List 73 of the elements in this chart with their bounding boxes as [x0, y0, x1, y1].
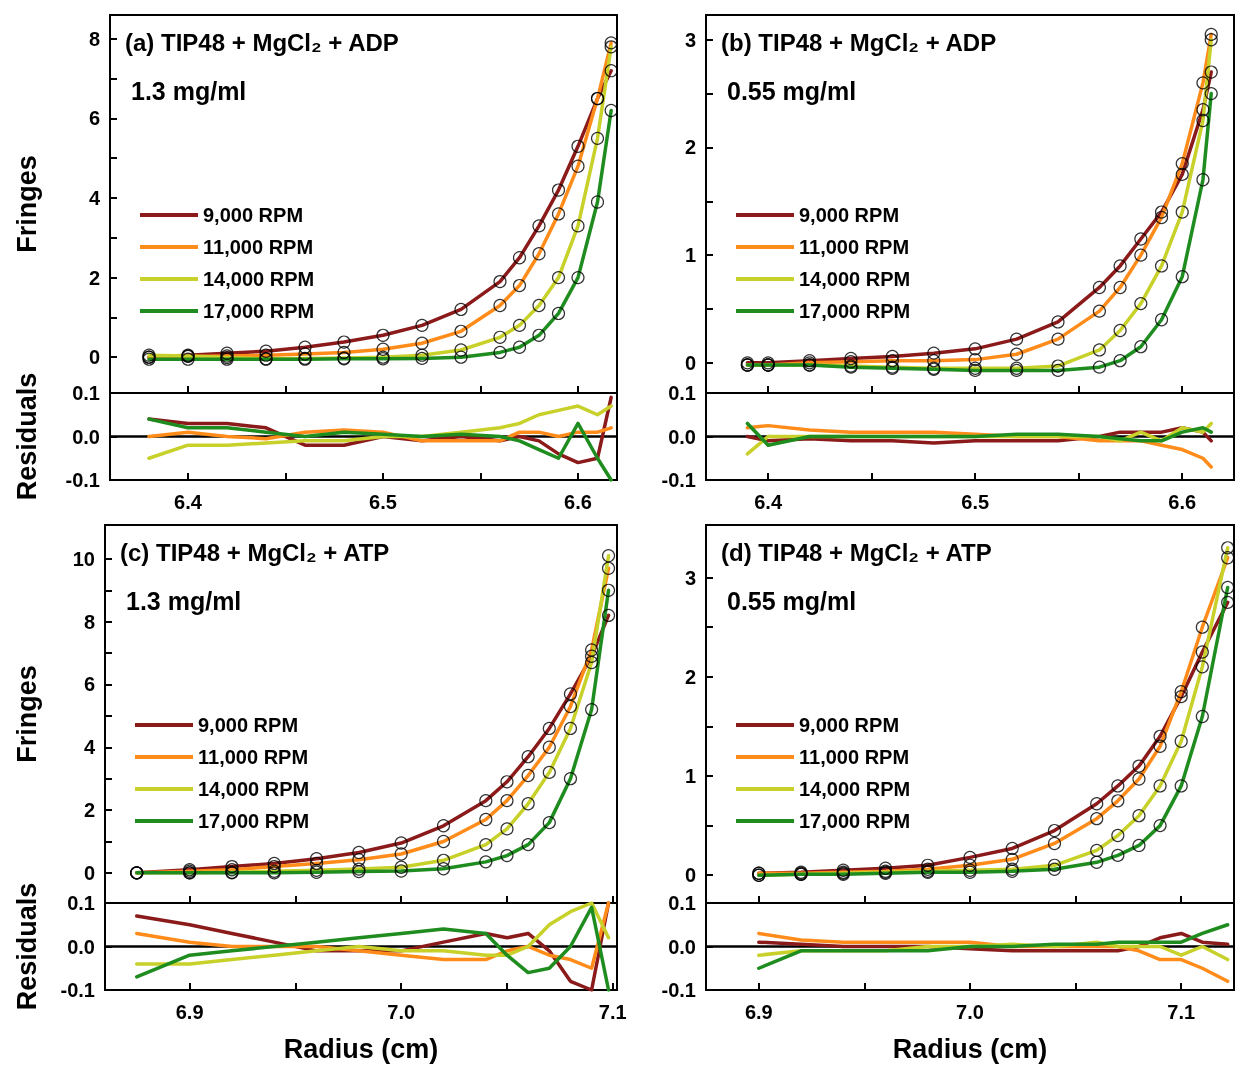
y-tick-label: -0.1 [661, 979, 696, 1001]
y-axis-title: Residuals [11, 372, 42, 501]
legend-label: 9,000 RPM [799, 714, 900, 736]
legend-label: 17,000 RPM [799, 810, 911, 832]
text: (b) TIP48 + MgCl₂ + ADP [721, 28, 997, 56]
x-tick-label: 6.6 [564, 491, 592, 513]
x-tick-label: 6.4 [174, 491, 203, 513]
text: 1.3 mg/ml [131, 76, 247, 105]
x-tick-label: 7.0 [387, 1001, 416, 1023]
y-tick-label: 4 [83, 736, 96, 759]
text: 1.3 mg/ml [126, 586, 242, 615]
y-tick-label: 0.1 [668, 382, 696, 404]
x-tick-label: 6.5 [961, 491, 990, 513]
y-tick-label: -0.1 [60, 979, 95, 1001]
y-axis-title: Residuals [11, 882, 42, 1011]
legend-label: 11,000 RPM [799, 746, 910, 768]
legend-label: 17,000 RPM [198, 810, 310, 832]
x-axis-title: Radius (cm) [892, 1033, 1048, 1064]
y-tick-label: 2 [684, 665, 696, 688]
y-tick-label: 3 [684, 28, 696, 51]
text: 0.55 mg/ml [727, 586, 857, 615]
y-axis-title: Fringes [11, 155, 42, 253]
legend-label: 14,000 RPM [799, 778, 911, 800]
legend-label: 17,000 RPM [799, 300, 911, 322]
y-tick-label: 0.1 [668, 892, 696, 914]
x-tick-label: 7.0 [956, 1001, 984, 1023]
x-tick-label: 6.6 [1168, 491, 1197, 513]
legend-label: 17,000 RPM [203, 300, 315, 322]
legend-label: 14,000 RPM [203, 268, 315, 290]
y-tick-label: 2 [83, 799, 95, 822]
y-tick-label: 1 [684, 244, 696, 267]
text: (d) TIP48 + MgCl₂ + ATP [721, 538, 992, 566]
y-tick-label: 0.0 [668, 425, 696, 448]
x-axis-title: Radius (cm) [283, 1033, 439, 1064]
y-tick-label: 4 [88, 187, 101, 210]
x-tick-label: 6.9 [175, 1001, 204, 1023]
y-tick-label: 0.0 [72, 425, 100, 448]
y-tick-label: 0 [88, 346, 100, 369]
x-tick-label: 7.1 [1167, 1001, 1196, 1023]
y-tick-label: 0 [684, 864, 696, 887]
y-tick-label: 8 [88, 27, 100, 50]
legend-label: 11,000 RPM [799, 236, 910, 258]
legend-label: 9,000 RPM [203, 204, 304, 226]
legend-label: 14,000 RPM [198, 778, 310, 800]
y-tick-label: 0 [684, 351, 696, 374]
legend-label: 11,000 RPM [198, 746, 309, 768]
y-tick-label: 0 [83, 861, 95, 884]
legend-label: 14,000 RPM [799, 268, 911, 290]
y-tick-label: 8 [83, 610, 95, 633]
x-tick-label: 6.4 [754, 491, 783, 513]
y-axis-title: Fringes [11, 665, 42, 763]
y-tick-label: 2 [88, 266, 100, 289]
y-tick-label: 2 [684, 136, 696, 159]
x-tick-label: 6.5 [369, 491, 397, 513]
legend-label: 9,000 RPM [198, 714, 299, 736]
text: 0.55 mg/ml [727, 76, 857, 105]
y-tick-label: 3 [684, 566, 696, 589]
legend-label: 9,000 RPM [799, 204, 900, 226]
y-tick-label: -0.1 [661, 469, 696, 491]
y-tick-label: 6 [83, 673, 95, 696]
text: (c) TIP48 + MgCl₂ + ATP [120, 538, 390, 566]
y-tick-label: 0.0 [668, 935, 696, 958]
x-tick-label: 6.9 [744, 1001, 773, 1023]
y-tick-label: -0.1 [65, 469, 100, 491]
y-tick-label: 0.1 [67, 892, 95, 914]
y-tick-label: 0.1 [72, 382, 100, 404]
y-tick-label: 10 [72, 547, 95, 570]
y-tick-label: 1 [684, 765, 696, 788]
legend-label: 11,000 RPM [203, 236, 314, 258]
text: (a) TIP48 + MgCl₂ + ADP [125, 28, 399, 56]
x-tick-label: 7.1 [598, 1001, 627, 1023]
y-tick-label: 6 [88, 107, 100, 130]
y-tick-label: 0.0 [67, 935, 95, 958]
